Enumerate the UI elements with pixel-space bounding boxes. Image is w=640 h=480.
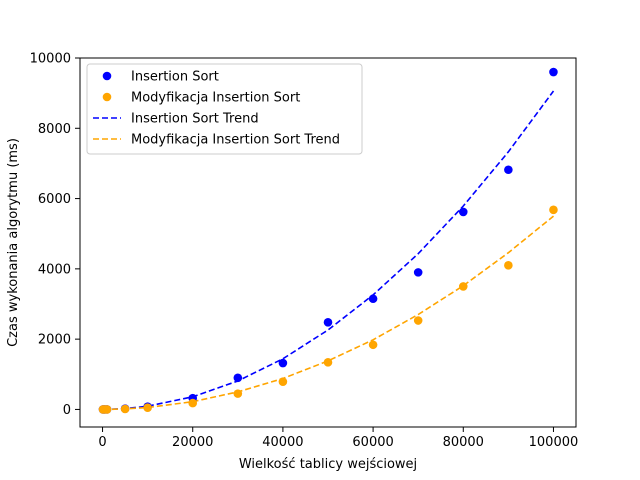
data-point xyxy=(278,377,288,386)
plot-frame xyxy=(79,57,577,428)
trend-line-insertion-sort-trend xyxy=(103,90,555,411)
legend-label: Insertion Sort xyxy=(131,70,219,85)
x-tick-label: 60000 xyxy=(352,435,393,450)
legend-label: Insertion Sort Trend xyxy=(131,112,259,127)
data-point xyxy=(504,261,513,270)
legend-item: Modyfikacja Insertion Sort xyxy=(102,91,300,106)
data-point xyxy=(413,316,423,325)
y-tick-label: 2000 xyxy=(38,333,71,348)
data-point xyxy=(102,405,112,414)
y-axis-label: Czas wykonania algorytmu (ms) xyxy=(6,138,21,347)
plot-marks xyxy=(98,67,558,414)
legend-box xyxy=(86,63,363,155)
x-tick-label: 0 xyxy=(98,435,106,450)
x-tick-label: 80000 xyxy=(443,435,484,450)
data-point xyxy=(549,67,558,77)
x-tick-label: 40000 xyxy=(262,435,303,450)
y-tick-label: 10000 xyxy=(30,52,71,67)
data-point xyxy=(188,398,198,408)
trend-line-modyfikacja-insertion-sort-trend xyxy=(103,215,555,411)
legend: Insertion Sort Modyfikacja Insertion Sort… xyxy=(86,63,363,155)
x-axis: 0 20000 40000 60000 80000 100000 xyxy=(98,427,578,450)
data-point xyxy=(278,358,288,368)
x-tick-label: 20000 xyxy=(172,435,213,450)
data-point xyxy=(458,282,468,291)
legend-item: Modyfikacja Insertion Sort Trend xyxy=(93,133,340,148)
data-point xyxy=(368,294,378,304)
data-point xyxy=(368,340,378,350)
y-tick-label: 8000 xyxy=(38,122,71,137)
x-tick-label: 100000 xyxy=(529,435,579,450)
legend-item: Insertion Sort Trend xyxy=(93,112,259,127)
series-insertion-sort-trend xyxy=(103,90,555,411)
data-point xyxy=(458,207,468,217)
legend-marker xyxy=(102,71,112,81)
data-point xyxy=(233,373,243,383)
data-point xyxy=(120,404,130,414)
y-tick-label: 6000 xyxy=(38,192,71,207)
legend-label: Modyfikacja Insertion Sort Trend xyxy=(131,133,340,148)
data-point xyxy=(413,268,423,277)
legend-item: Insertion Sort xyxy=(102,70,219,85)
data-point xyxy=(549,205,558,215)
legend-marker xyxy=(102,92,112,102)
y-tick-label: 4000 xyxy=(38,262,71,277)
y-tick-label: 0 xyxy=(63,403,71,418)
y-axis: 0 2000 4000 6000 8000 10000 xyxy=(30,52,80,418)
x-axis-label: Wielkość tablicy wejściowej xyxy=(239,457,417,472)
data-point xyxy=(323,358,333,367)
data-point xyxy=(233,389,243,398)
data-point xyxy=(504,165,513,175)
data-point xyxy=(323,317,333,327)
series-modyfikacja-insertion-sort-trend xyxy=(103,215,555,411)
data-point xyxy=(143,403,152,412)
legend-label: Modyfikacja Insertion Sort xyxy=(131,91,300,106)
series-modyfikacja-insertion-sort-points xyxy=(98,205,558,414)
